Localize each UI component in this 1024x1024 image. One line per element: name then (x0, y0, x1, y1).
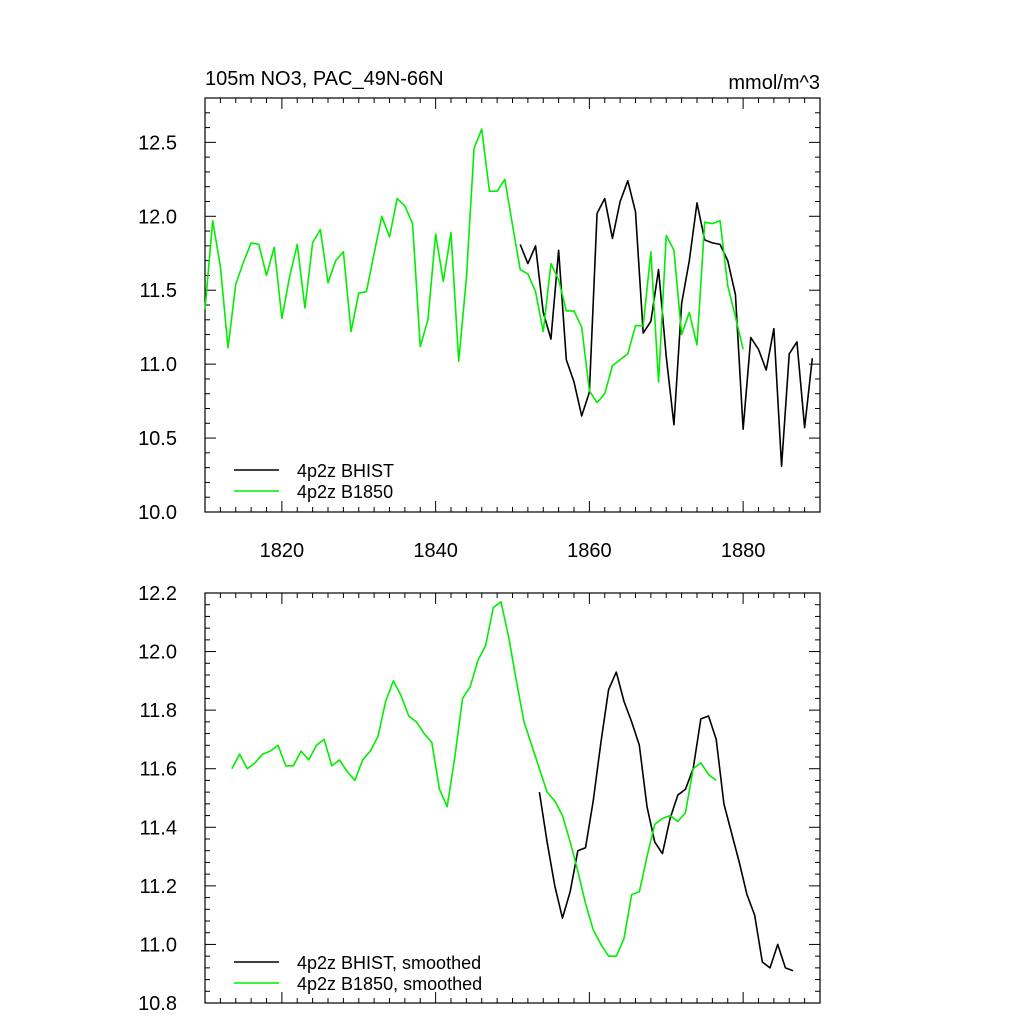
y-tick-label: 11.2 (140, 876, 177, 898)
chart-panel-2: 10.8 11.0 11.2 11.4 11.6 11.8 12.0 12.2 4p2z BHI… (138, 583, 821, 1015)
y-tick-label: 11.0 (140, 934, 177, 956)
legend-label: 4p2z B1850, smoothed (297, 974, 482, 994)
y-tick-label: 10.8 (138, 993, 177, 1015)
y-tick-label: 11.0 (140, 354, 177, 376)
y-tick-label: 12.5 (138, 132, 177, 154)
x-tick-label: 1840 (413, 540, 458, 562)
y-tick-label: 12.0 (138, 206, 177, 228)
chart-title-left: 105m NO3, PAC_49N-66N (205, 68, 444, 90)
series-line-b1850 (231, 600, 717, 957)
y-tick-label: 12.0 (138, 642, 177, 664)
series-line-b1850 (204, 128, 744, 404)
chart-panel-1: 10.0 10.5 11.0 11.5 12.0 12.5 1820 1840 1860 1880… (138, 97, 821, 562)
y-tick-label: 10.0 (138, 502, 177, 524)
x-tick-label: 1880 (721, 540, 766, 562)
x-tick-label: 1820 (260, 540, 305, 562)
y-tick-label: 11.8 (140, 700, 177, 722)
legend-label: 4p2z B1850 (297, 482, 393, 502)
legend-label: 4p2z BHIST, smoothed (297, 953, 481, 973)
series-line-bhist (538, 671, 794, 972)
y-tick-label: 10.5 (138, 428, 177, 450)
x-tick-label: 1860 (567, 540, 612, 562)
y-tick-label: 12.2 (138, 583, 177, 605)
y-tick-label: 11.4 (140, 817, 177, 839)
plot-frame (204, 97, 821, 513)
legend-label: 4p2z BHIST (297, 461, 394, 481)
y-tick-label: 11.5 (140, 280, 177, 302)
series-line-bhist (519, 180, 814, 467)
y-tick-label: 11.6 (140, 759, 177, 781)
chart-units-label: mmol/m^3 (728, 72, 820, 94)
